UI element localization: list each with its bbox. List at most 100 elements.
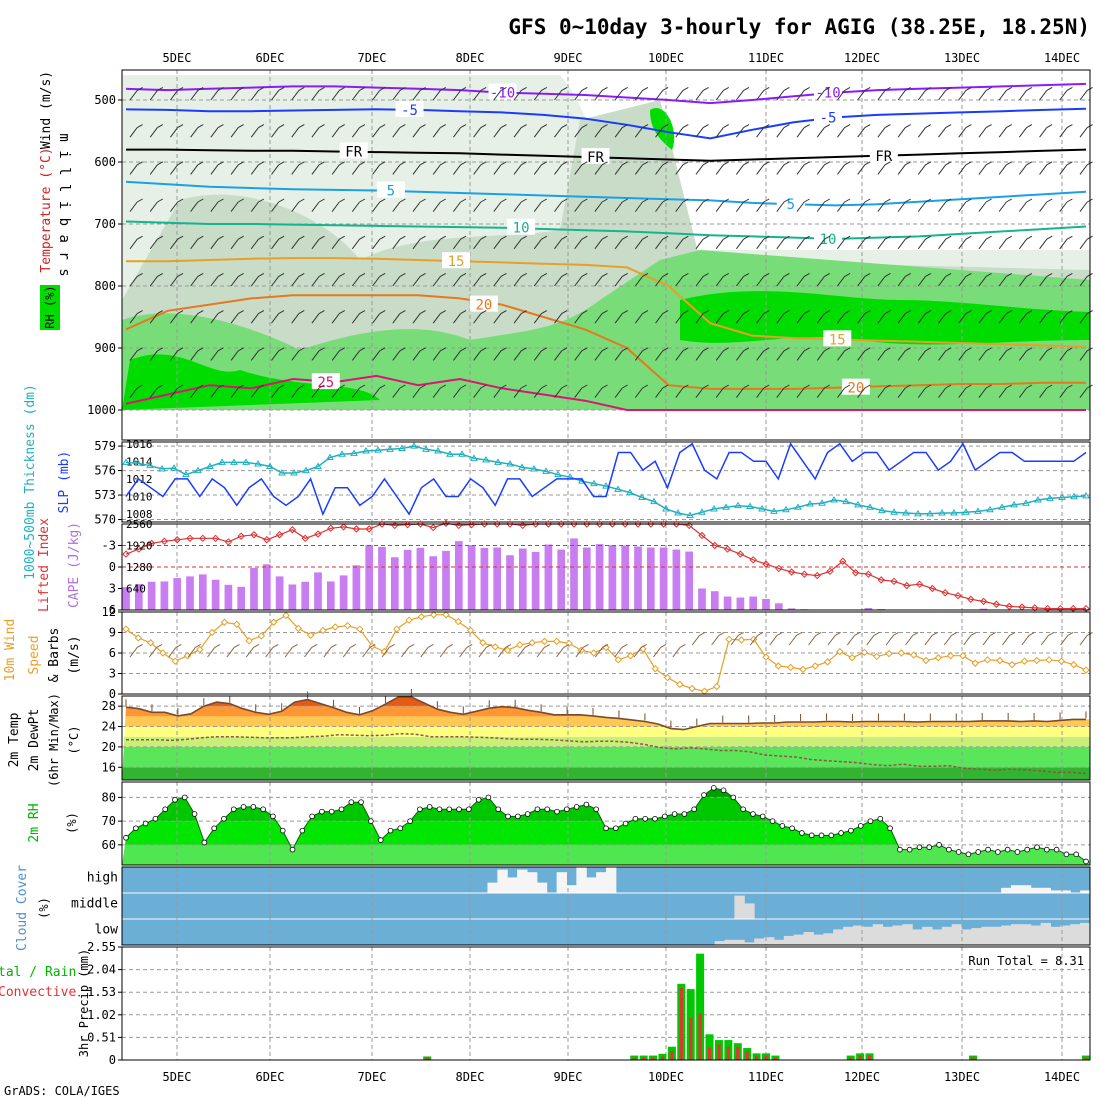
wind-barb: [291, 164, 300, 175]
wind-barb: [594, 127, 603, 138]
wind-barb-feather: [541, 161, 548, 166]
contour-label-bg: [776, 195, 805, 212]
precip-convective-bar: [849, 1057, 853, 1060]
wind-barb-feather: [642, 86, 649, 91]
wind-barb: [857, 238, 866, 250]
wind-marker: [503, 646, 512, 654]
wind-barb: [614, 387, 623, 398]
wind-barb: [291, 350, 300, 361]
li-marker: [979, 597, 988, 606]
wind-barb-feather: [520, 384, 527, 389]
li-marker: [941, 589, 949, 597]
wind-barb-feather: [763, 384, 770, 389]
wind-barb: [331, 90, 340, 101]
wind-barb-feather: [440, 272, 447, 277]
precip-convective-bar: [754, 1055, 759, 1060]
wind-barb-feather: [1046, 124, 1053, 129]
precip-convective-bar: [698, 1013, 702, 1060]
wind-barb: [837, 201, 846, 212]
wind-barb-feather: [505, 643, 512, 648]
wind-barb-feather: [278, 86, 285, 91]
cloud-row-label-low: low: [95, 922, 119, 937]
wind-barb-feather: [965, 198, 972, 203]
panel-upper-air-border: [121, 69, 1091, 441]
wind-barb-feather: [1026, 198, 1033, 203]
wind-barb: [230, 164, 239, 175]
wind-barb: [493, 164, 502, 175]
contour-label-bg: [507, 218, 536, 235]
series-Thickness: [125, 445, 1087, 517]
panel-wind-10m-border: [121, 611, 1091, 695]
wind-marker: [614, 656, 623, 664]
wind-barb-feather: [582, 643, 589, 648]
wind-barb-feather: [485, 643, 492, 648]
wind-barb: [750, 635, 759, 646]
cloud-row-label-high: high: [87, 870, 118, 885]
wind-barb: [331, 164, 340, 175]
rh-marker: [368, 818, 374, 824]
wind-barb: [917, 127, 926, 138]
wind-marker: [688, 684, 696, 693]
li-marker: [378, 520, 386, 528]
wind-barb-feather: [460, 235, 467, 240]
wind-barb-feather: [824, 384, 831, 389]
wind-barb: [837, 127, 846, 138]
wind-barb: [351, 350, 360, 361]
wind-barb: [250, 201, 259, 212]
thickness-marker: [326, 453, 334, 461]
wind-barb-feather: [1066, 235, 1073, 240]
wind-marker: [1020, 657, 1029, 665]
wind-barb-feather: [803, 310, 810, 315]
wind-barb-feather: [298, 235, 305, 240]
wind-barb-feather: [318, 124, 325, 129]
temp-tick-16: 16: [102, 760, 116, 774]
thickness-marker: [950, 509, 958, 516]
cloud-low: [1010, 924, 1022, 945]
cloud-high: [507, 877, 518, 893]
thickness-marker: [350, 449, 358, 456]
wind-barb-feather: [427, 643, 434, 648]
thickness-marker: [590, 479, 598, 487]
wind-barb-feather: [399, 384, 406, 389]
li-marker: [352, 525, 361, 533]
wind-barb-feather: [662, 161, 669, 166]
cape-bar: [582, 547, 591, 610]
wind-barb-feather: [419, 86, 426, 91]
wind-marker: [885, 649, 893, 658]
wind-barb: [1059, 164, 1068, 175]
wind-barb-feather: [844, 235, 851, 240]
wind-marker: [836, 647, 844, 656]
wind-barb-feather: [561, 124, 568, 129]
precip-tick-2.04: 2.04: [87, 963, 116, 977]
wind-barb-feather: [844, 272, 851, 277]
wind-barb: [129, 276, 138, 287]
wind-barb: [837, 350, 846, 361]
wind-barb: [796, 127, 805, 138]
wind-barb: [715, 350, 724, 361]
wind-barb: [230, 276, 239, 287]
wind-barb: [372, 276, 381, 287]
wind-barb: [672, 647, 681, 658]
wind-barb: [715, 164, 724, 175]
cape-bar: [237, 586, 246, 610]
thickness-marker: [734, 501, 742, 509]
wind-barb: [311, 164, 320, 175]
thickness-marker: [386, 445, 394, 452]
wind-barb: [574, 127, 583, 138]
wind-barb: [493, 313, 502, 324]
thickness-marker: [446, 450, 454, 457]
wind-barb: [250, 276, 259, 287]
wind-barb-feather: [238, 384, 244, 389]
li-marker: [237, 532, 245, 540]
li-marker: [301, 534, 309, 543]
wind-barb-feather: [699, 631, 706, 636]
wind-barb: [190, 164, 199, 175]
wind-barb-feather: [581, 198, 588, 203]
wind-barb-feather: [1066, 384, 1073, 389]
wind-barb: [776, 276, 785, 287]
cloud-high: [596, 872, 607, 893]
wind-barb: [735, 350, 744, 361]
wind-marker: [159, 649, 167, 657]
axis-label-cloud-unit: (%): [37, 897, 51, 919]
